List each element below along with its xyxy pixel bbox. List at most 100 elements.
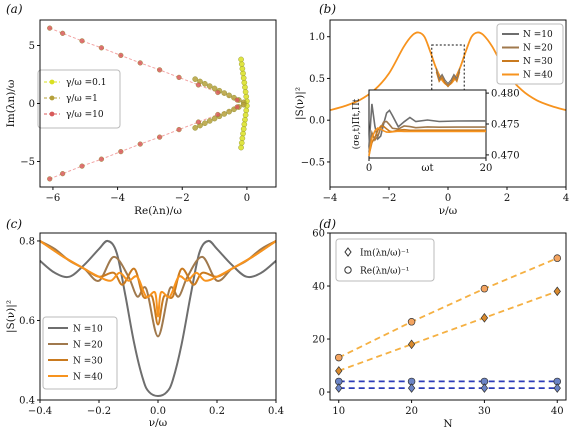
series-guide-line [49,103,248,180]
panel-c-ytick-label: 0.8 [19,236,35,247]
legend-entry-1: N =10 [73,325,103,335]
panel-c: (c) ν/ω |S(ν)|² N =10 N =20 N =30 N =40 [5,217,277,429]
zoom-box [431,44,465,92]
panel-a-ytick-label: 0 [29,99,35,110]
zoom-ripple [435,69,461,86]
panel-b-ytick-label: −0.5 [301,157,325,168]
data-point [238,61,245,67]
panel-a-ylabel: Im(λn)/ω [5,79,17,127]
legend-entry-2: N =20 [523,44,553,54]
panel-d-xtick-label: 10 [332,406,345,417]
data-point [226,92,232,99]
data-point [241,121,248,128]
panel-c-legend-box [42,316,118,390]
legend-entry-4: N =40 [523,71,553,81]
data-point [176,126,182,133]
panel-a-xtick-label: −2 [175,193,190,204]
legend-entry-1: γ/ω =0.1 [66,78,106,88]
data-point [79,38,85,44]
panel-d-legend-box [335,238,435,282]
panel-a-xtick-label: 0 [244,193,250,204]
data-point [553,254,562,262]
data-point [211,115,218,122]
panel-c-xtick-label: 0.2 [209,406,225,417]
data-point [553,383,561,393]
data-point [239,135,246,142]
data-point [47,176,53,182]
data-point [480,284,489,293]
panel-a: (a) Re(λn)/ω Im(λn)/ω γ/ω =0.1 γ/ω =1 γ/ω =10 [5,2,250,217]
data-point [334,353,343,362]
legend-marker [344,247,352,257]
data-point [202,80,208,87]
data-point [195,82,202,88]
data-point [215,111,221,118]
series-fit-line [338,257,558,359]
legend-entry-4: N =40 [73,373,103,383]
data-point [206,118,213,124]
panel-a-ytick-label: −5 [20,157,35,168]
inset-line [368,120,486,152]
data-point [215,89,221,96]
data-point [60,171,66,177]
inset-ytick-label: 0.470 [491,150,520,161]
data-point [98,156,105,162]
data-point [79,163,85,169]
data-point [239,65,246,72]
zoom-ripple [435,68,461,85]
panel-b-label: (b) [319,2,336,16]
data-point [202,120,208,127]
legend-marker [49,95,55,101]
panel-b-xtick-label: 2 [504,193,510,204]
panel-a-ytick-label: 5 [29,41,35,52]
panel-b-xtick-label: 0 [445,193,451,204]
legend-entry-2: Re(λn/ω)⁻¹ [360,266,409,277]
inset-xtick-label: 0 [366,163,372,174]
panel-c-xtick-label: 0.0 [150,406,166,417]
panel-b-ytick-label: 0.5 [309,74,325,85]
data-point [242,84,248,91]
data-point [480,383,489,393]
panel-d-xtick-label: 30 [478,406,491,417]
panel-a-legend-box [37,69,121,129]
legend-marker [49,79,55,85]
data-point [240,70,246,77]
zoom-ripple [435,71,461,88]
panel-b-ylabel: |S(ν)|² [294,87,307,120]
legend-entry-1: Im(λn/ω)⁻¹ [360,248,409,259]
panel-c-xtick-label: −0.4 [28,406,52,417]
data-point [238,140,245,146]
data-point [47,25,53,31]
data-point [221,90,228,96]
panel-d-xtick-label: 40 [551,406,564,417]
panel-d-ytick-label: 40 [312,282,325,293]
panel-d-xtick-label: 20 [405,406,418,417]
data-point [241,79,248,86]
legend-entry-1: N =10 [523,30,553,40]
data-point [157,67,163,73]
data-point [243,93,250,100]
panel-d: (d) N Im(λn/ω)⁻¹ Re(λn/ω)⁻¹ [319,217,562,430]
panel-b-xlabel: ν/ω [439,205,458,217]
data-point [157,134,163,140]
inset-xlabel: ωt [421,163,433,174]
data-point [192,76,198,82]
inset-ylabel: (σe,t)Πt,Πt [351,98,362,149]
panel-c-ylabel: |S(ν)|² [5,300,18,333]
panel-d-ytick-label: 60 [312,229,325,240]
inset-ytick-label: 0.475 [491,120,520,131]
legend-entry-2: γ/ω =1 [66,94,98,104]
data-point [234,97,240,103]
data-point [407,383,416,393]
data-point [240,130,246,137]
data-point [238,144,244,151]
data-point [176,74,182,81]
series-line-4 [39,240,277,318]
data-point [118,149,124,155]
legend-marker [344,266,352,274]
legend-entry-3: γ/ω =10 [66,110,104,120]
panel-d-label: (d) [319,217,336,231]
panel-c-xtick-label: −0.2 [87,406,111,417]
